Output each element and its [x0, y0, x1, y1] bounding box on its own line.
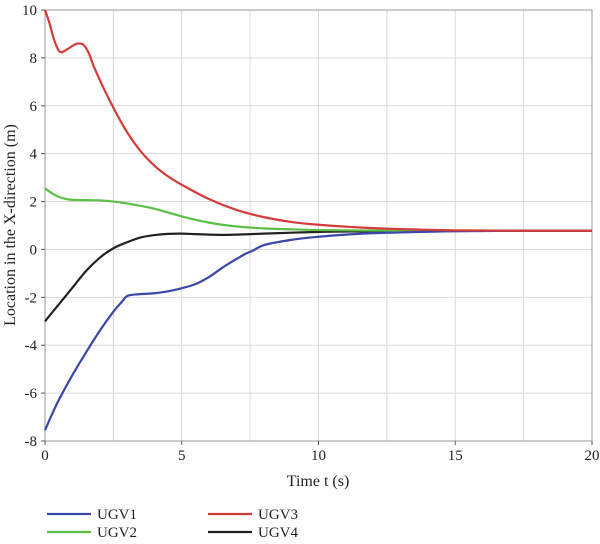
x-tick-label: 0 — [41, 448, 49, 464]
grid — [45, 10, 592, 441]
y-tick-label: -6 — [25, 386, 38, 402]
y-tick-label: 0 — [30, 242, 38, 258]
y-tick-label: 6 — [30, 99, 38, 115]
y-tick-label: -4 — [25, 338, 38, 354]
x-tick-label: 10 — [311, 448, 326, 464]
x-axis-title: Time t (s) — [287, 473, 350, 490]
y-tick-label: -8 — [25, 434, 38, 450]
ticks: 0 5 10 15 20 -8 -6 -4 -2 0 2 4 6 8 10 — [22, 3, 600, 464]
y-tick-label: 4 — [30, 147, 38, 163]
x-tick-label: 15 — [448, 448, 463, 464]
y-axis-title: Location in the X-direction (m) — [2, 124, 19, 326]
x-tick-label: 20 — [585, 448, 600, 464]
series-layer — [43, 9, 592, 431]
legend-label-ugv1: UGV1 — [97, 507, 137, 523]
legend-label-ugv3: UGV3 — [258, 507, 298, 523]
legend-label-ugv4: UGV4 — [258, 525, 298, 541]
legend-label-ugv2: UGV2 — [97, 525, 137, 541]
x-tick-label: 5 — [178, 448, 186, 464]
y-tick-label: 2 — [30, 195, 38, 211]
y-tick-label: 8 — [30, 51, 38, 67]
y-tick-label: 10 — [22, 3, 37, 19]
legend: UGV1 UGV2 UGV3 UGV4 — [47, 507, 298, 541]
y-tick-label: -2 — [25, 290, 38, 306]
series-line-ugv3 — [43, 9, 592, 232]
